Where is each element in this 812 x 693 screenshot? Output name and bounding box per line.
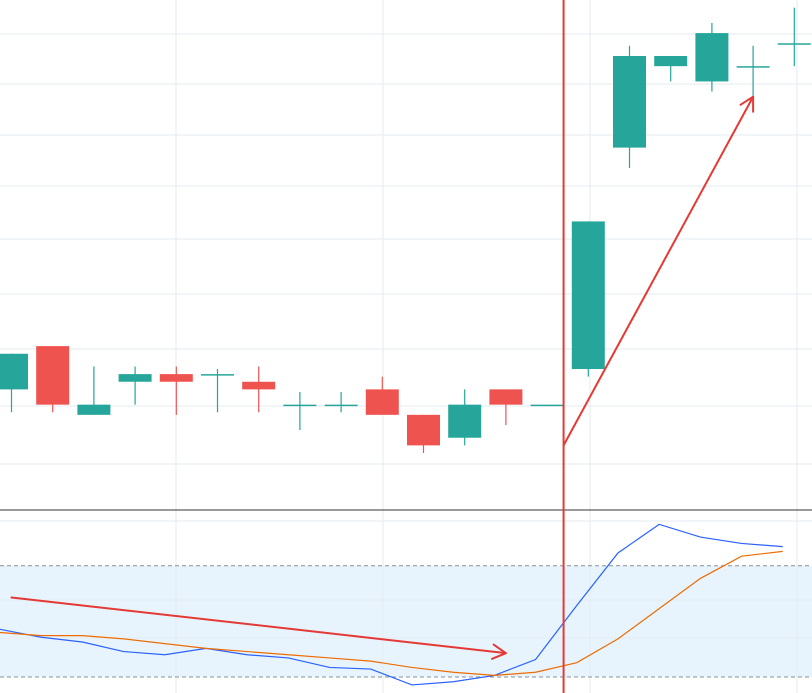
oscillator-series-1 [0, 550, 783, 677]
candle-body-19 [777, 43, 811, 45]
candle-body-18 [736, 66, 770, 68]
candle-body-16 [654, 55, 688, 67]
candle-body-2 [77, 404, 111, 415]
candle-body-15 [613, 55, 646, 148]
candle-body-17 [695, 33, 729, 82]
candle-body-0 [0, 353, 28, 390]
candle-body-9 [365, 389, 399, 415]
oscillator-trend-arrow-0-head [491, 643, 507, 660]
oscillator-trend-arrow-0-shaft [10, 596, 507, 655]
candle-body-6 [242, 381, 276, 390]
candle-body-13 [530, 404, 564, 407]
oscillator-band [0, 565, 812, 677]
candle-body-4 [159, 374, 193, 382]
candle-body-10 [407, 414, 440, 446]
price-trend-arrow-0-head [739, 95, 755, 113]
oscillator-series-0 [0, 523, 783, 686]
candle-body-11 [448, 404, 482, 438]
candle-body-7 [283, 404, 317, 407]
candle-body-12 [489, 389, 523, 405]
candle-body-5 [201, 374, 234, 376]
price-trend-arrow-0-shaft [562, 95, 755, 447]
candle-body-1 [36, 346, 70, 405]
candle-body-14 [571, 221, 605, 370]
candle-body-3 [118, 374, 152, 382]
candle-body-8 [324, 404, 358, 407]
